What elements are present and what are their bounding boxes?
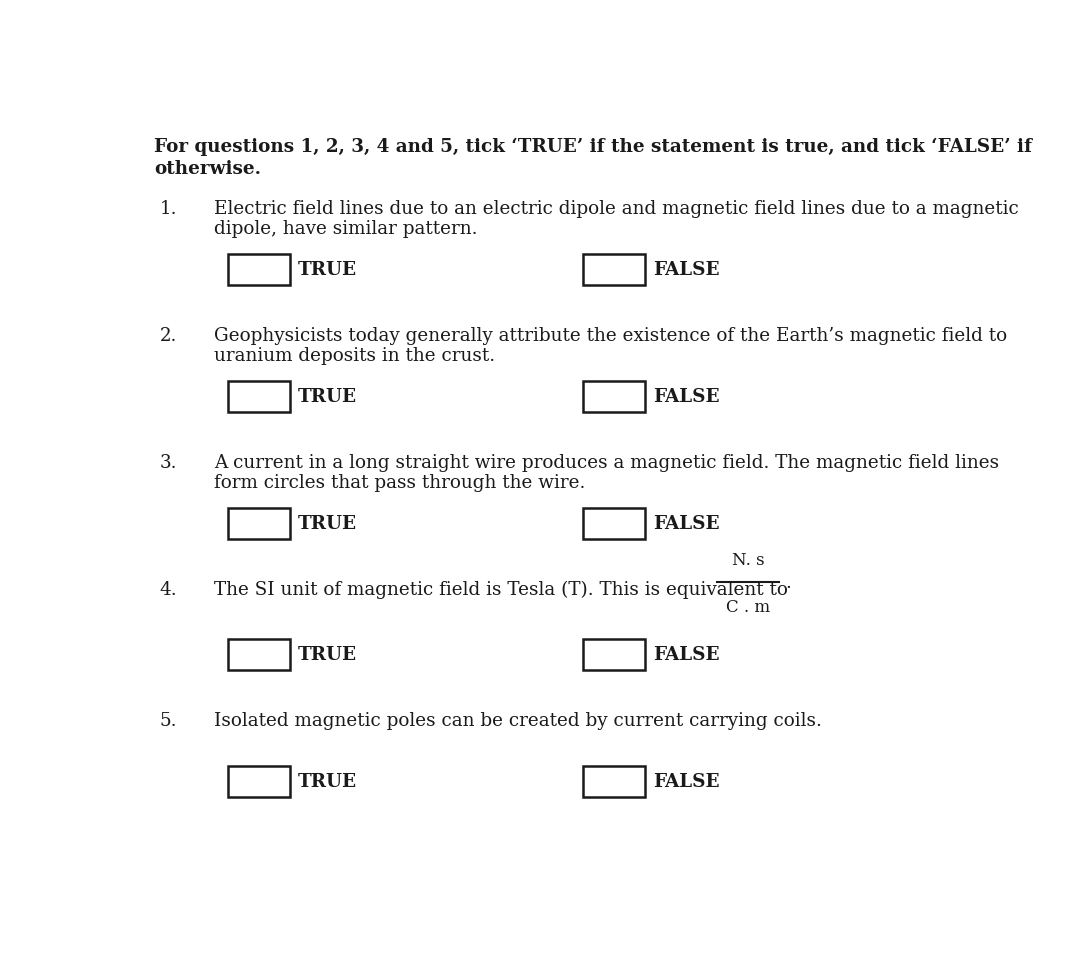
FancyBboxPatch shape	[583, 640, 645, 671]
FancyBboxPatch shape	[583, 382, 645, 413]
Text: C . m: C . m	[726, 598, 770, 615]
FancyBboxPatch shape	[228, 640, 290, 671]
FancyBboxPatch shape	[583, 766, 645, 797]
Text: 3.: 3.	[160, 453, 177, 471]
Text: FALSE: FALSE	[653, 515, 720, 533]
Text: 5.: 5.	[160, 711, 177, 729]
FancyBboxPatch shape	[228, 509, 290, 540]
Text: The SI unit of magnetic field is Tesla (T). This is equivalent to: The SI unit of magnetic field is Tesla (…	[214, 580, 793, 598]
Text: A current in a long straight wire produces a magnetic field. The magnetic field : A current in a long straight wire produc…	[214, 453, 999, 471]
Text: FALSE: FALSE	[653, 261, 720, 279]
Text: TRUE: TRUE	[298, 261, 358, 279]
Text: For questions 1, 2, 3, 4 and 5, tick ‘TRUE’ if the statement is true, and tick ‘: For questions 1, 2, 3, 4 and 5, tick ‘TR…	[153, 138, 1032, 156]
FancyBboxPatch shape	[228, 766, 290, 797]
Text: uranium deposits in the crust.: uranium deposits in the crust.	[214, 347, 495, 365]
Text: FALSE: FALSE	[653, 388, 720, 406]
Text: 2.: 2.	[160, 327, 177, 344]
Text: Geophysicists today generally attribute the existence of the Earth’s magnetic fi: Geophysicists today generally attribute …	[214, 327, 1007, 344]
Text: TRUE: TRUE	[298, 388, 358, 406]
FancyBboxPatch shape	[583, 509, 645, 540]
Text: 4.: 4.	[160, 580, 177, 598]
Text: dipole, have similar pattern.: dipole, have similar pattern.	[214, 220, 477, 238]
Text: Isolated magnetic poles can be created by current carrying coils.: Isolated magnetic poles can be created b…	[214, 711, 822, 729]
Text: 1.: 1.	[160, 200, 177, 217]
Text: .: .	[785, 574, 791, 591]
Text: TRUE: TRUE	[298, 645, 358, 664]
FancyBboxPatch shape	[228, 255, 290, 286]
Text: form circles that pass through the wire.: form circles that pass through the wire.	[214, 474, 586, 492]
Text: N. s: N. s	[732, 551, 765, 568]
Text: Electric field lines due to an electric dipole and magnetic field lines due to a: Electric field lines due to an electric …	[214, 200, 1019, 217]
Text: FALSE: FALSE	[653, 645, 720, 664]
FancyBboxPatch shape	[583, 255, 645, 286]
Text: TRUE: TRUE	[298, 772, 358, 791]
Text: otherwise.: otherwise.	[153, 159, 261, 177]
Text: TRUE: TRUE	[298, 515, 358, 533]
Text: FALSE: FALSE	[653, 772, 720, 791]
FancyBboxPatch shape	[228, 382, 290, 413]
